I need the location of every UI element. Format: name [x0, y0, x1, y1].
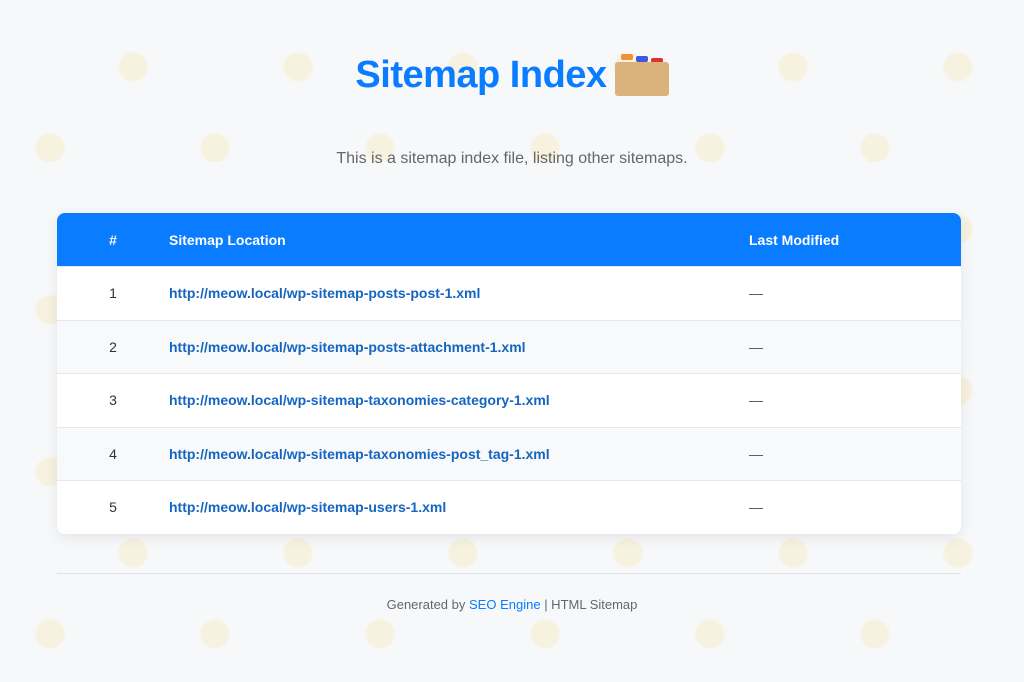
- column-header-number: #: [109, 231, 117, 248]
- last-modified: —: [749, 499, 763, 516]
- last-modified: —: [749, 445, 763, 462]
- table-row: 2 http://meow.local/wp-sitemap-posts-att…: [57, 319, 961, 373]
- row-number: 4: [109, 445, 117, 462]
- sitemap-link[interactable]: http://meow.local/wp-sitemap-posts-post-…: [169, 285, 481, 302]
- footer: Generated by SEO Engine | HTML Sitemap: [0, 597, 1024, 612]
- row-number: 3: [109, 392, 117, 409]
- column-header-modified: Last Modified: [749, 231, 840, 248]
- column-header-location: Sitemap Location: [169, 231, 286, 248]
- sitemap-link[interactable]: http://meow.local/wp-sitemap-taxonomies-…: [169, 445, 550, 462]
- sitemap-link[interactable]: http://meow.local/wp-sitemap-users-1.xml: [169, 499, 447, 516]
- last-modified: —: [749, 338, 763, 355]
- page-subtitle: This is a sitemap index file, listing ot…: [336, 150, 688, 167]
- table-row: 4 http://meow.local/wp-sitemap-taxonomie…: [57, 426, 961, 480]
- last-modified: —: [749, 285, 763, 302]
- footer-prefix: Generated by: [386, 597, 466, 612]
- table-row: 1 http://meow.local/wp-sitemap-posts-pos…: [57, 266, 961, 320]
- page-title: Sitemap Index: [0, 54, 1024, 100]
- row-number: 2: [109, 338, 117, 355]
- footer-divider: [57, 573, 961, 574]
- last-modified: —: [749, 392, 763, 409]
- sitemap-table: # Sitemap Location Last Modified 1 http:…: [57, 213, 961, 534]
- row-number: 1: [109, 285, 117, 302]
- seo-engine-link[interactable]: SEO Engine: [469, 597, 541, 612]
- footer-suffix: | HTML Sitemap: [544, 597, 638, 612]
- sitemap-link[interactable]: http://meow.local/wp-sitemap-taxonomies-…: [169, 392, 550, 409]
- row-number: 5: [109, 499, 117, 516]
- table-row: 3 http://meow.local/wp-sitemap-taxonomie…: [57, 373, 961, 427]
- sitemap-link[interactable]: http://meow.local/wp-sitemap-posts-attac…: [169, 338, 526, 355]
- card-file-box-icon: [614, 50, 669, 96]
- page-title-text: Sitemap Index: [355, 54, 607, 97]
- table-header: # Sitemap Location Last Modified: [57, 213, 961, 266]
- table-row: 5 http://meow.local/wp-sitemap-users-1.x…: [57, 480, 961, 534]
